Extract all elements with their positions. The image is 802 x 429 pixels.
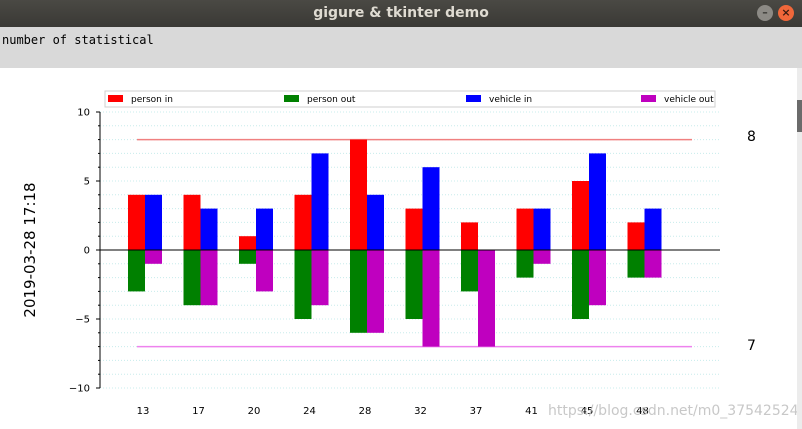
toolbar-area: number of statistical <box>0 27 802 68</box>
y-tick-label: 5 <box>84 177 90 188</box>
bar-person-in <box>572 181 589 250</box>
legend-swatch <box>284 95 299 102</box>
scrollbar-thumb[interactable] <box>797 100 802 132</box>
x-tick-label: 48 <box>636 406 649 417</box>
bar-person-in <box>350 139 367 250</box>
bar-person-out <box>128 250 145 292</box>
bar-vehicle-in <box>422 167 440 250</box>
window-title: gigure & tkinter demo <box>313 5 489 21</box>
bar-person-in <box>461 222 478 250</box>
bar-person-out <box>183 250 201 306</box>
bar-vehicle-out <box>533 250 551 264</box>
legend-label: vehicle in <box>489 95 532 105</box>
bar-vehicle-in <box>589 153 606 250</box>
bar-vehicle-in <box>200 208 218 250</box>
bar-vehicle-in <box>644 208 662 250</box>
y-tick-label: −5 <box>75 315 90 326</box>
bar-person-in <box>405 208 423 250</box>
bar-person-out <box>294 250 312 319</box>
x-tick-label: 32 <box>414 406 427 417</box>
legend-label: vehicle out <box>664 95 714 105</box>
upper-reference-label: 8 <box>747 129 756 145</box>
bar-person-out <box>516 250 534 278</box>
bar-person-out <box>627 250 645 278</box>
bar-vehicle-out <box>256 250 273 292</box>
legend-box <box>104 90 716 108</box>
x-tick-label: 24 <box>303 406 316 417</box>
legend-label: person in <box>131 95 173 105</box>
bar-chart: 13 17 20 24 28 32 37 41 45 48 10 5 0 −5 −10 person in pe… <box>69 90 720 417</box>
lower-reference-label: 7 <box>747 338 756 354</box>
bar-person-in <box>294 194 312 250</box>
bar-vehicle-out <box>311 250 329 306</box>
close-button[interactable]: × <box>778 5 794 21</box>
bar-vehicle-out <box>145 250 162 264</box>
bar-person-in <box>627 222 645 250</box>
x-tick-label: 20 <box>248 406 261 417</box>
x-tick-label: 41 <box>525 406 538 417</box>
minimize-button[interactable]: – <box>757 5 773 21</box>
bar-vehicle-out <box>478 250 495 347</box>
bar-person-in <box>183 194 201 250</box>
x-tick-label: 37 <box>470 406 483 417</box>
bar-person-in <box>239 236 256 250</box>
statistics-label: number of statistical <box>2 33 154 47</box>
window-titlebar: gigure & tkinter demo – × <box>0 0 802 27</box>
x-tick-label: 13 <box>137 406 150 417</box>
bar-vehicle-in <box>145 194 162 250</box>
bar-vehicle-in <box>367 194 384 250</box>
bar-person-out <box>461 250 478 292</box>
watermark-text: https://blog.csdn.net/m0_37542524 <box>548 403 799 419</box>
bar-vehicle-out <box>644 250 662 278</box>
y-tick-label: 0 <box>84 246 90 257</box>
bar-person-out <box>350 250 367 333</box>
bar-vehicle-out <box>589 250 606 306</box>
x-tick-label: 45 <box>581 406 594 417</box>
legend-swatch <box>466 95 481 102</box>
bar-vehicle-in <box>311 153 329 250</box>
bar-person-out <box>239 250 256 264</box>
y-tick-label: −10 <box>69 384 90 395</box>
bar-person-in <box>128 194 145 250</box>
bar-vehicle-out <box>367 250 384 333</box>
vertical-scrollbar[interactable] <box>797 68 802 429</box>
bar-person-out <box>572 250 589 319</box>
legend-swatch <box>641 95 656 102</box>
bar-person-out <box>405 250 423 319</box>
bar-vehicle-in <box>533 208 551 250</box>
y-tick-label: 10 <box>77 108 90 119</box>
legend-swatch <box>108 95 123 102</box>
x-tick-label: 17 <box>192 406 205 417</box>
x-tick-label: 28 <box>359 406 372 417</box>
bar-person-in <box>516 208 534 250</box>
bar-vehicle-out <box>200 250 218 306</box>
bar-vehicle-in <box>256 208 273 250</box>
legend-label: person out <box>307 95 356 105</box>
bar-vehicle-out <box>422 250 440 347</box>
